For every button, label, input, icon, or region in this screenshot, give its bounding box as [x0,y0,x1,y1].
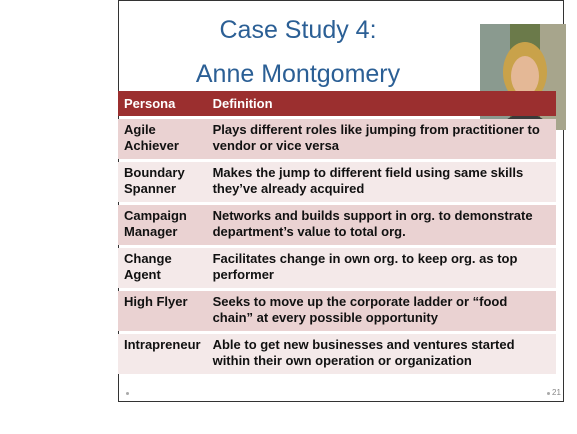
frame-line [563,0,564,402]
definition-cell: Makes the jump to different field using … [206,162,556,202]
definition-cell: Seeks to move up the corporate ladder or… [206,291,556,331]
title-line: Case Study 4: [219,16,377,44]
persona-cell: Intrapreneur [118,334,207,374]
definition-cell: Networks and builds support in org. to d… [206,205,556,245]
definition-cell: Plays different roles like jumping from … [206,119,556,159]
slide-number: 21 [552,388,561,397]
persona-cell: Campaign Manager [118,205,207,245]
table-row: Campaign Manager Networks and builds supp… [118,205,556,245]
definition-cell: Facilitates change in own org. to keep o… [206,248,556,288]
persona-cell: High Flyer [118,291,207,331]
persona-cell: Change Agent [118,248,207,288]
bullet [547,392,550,395]
bullet [126,392,129,395]
table-header: Definition [206,91,556,116]
table-row: Agile Achiever Plays different roles like… [118,119,556,159]
table-header: Persona [118,91,207,116]
table-row: Intrapreneur Able to get new businesses a… [118,334,556,374]
frame-line [118,0,564,1]
title-line: Anne Montgomery [195,60,401,88]
persona-cell: Boundary Spanner [118,162,207,202]
persona-cell: Agile Achiever [118,119,207,159]
definition-cell: Able to get new businesses and ventures … [206,334,556,374]
table-row: Boundary Spanner Makes the jump to differ… [118,162,556,202]
table-row: High Flyer Seeks to move up the corporate… [118,291,556,331]
table-row: Change Agent Facilitates change in own or… [118,248,556,288]
persona-table: Persona Definition Agile Achiever Plays di… [118,88,556,377]
frame-line [118,401,564,402]
